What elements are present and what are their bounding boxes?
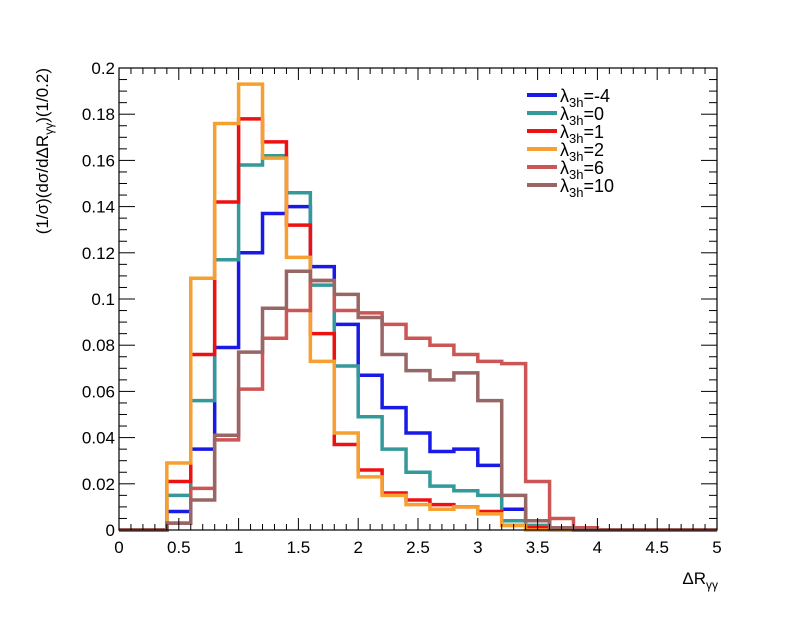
x-tick-label: 4.5 (645, 538, 669, 557)
x-axis-title-sub: γγ (706, 578, 718, 592)
legend-sub: 3h (569, 149, 583, 164)
series-layer (119, 82, 717, 532)
legend-lambda: λ (560, 158, 569, 178)
legend-entry: λ3h=-4 (527, 86, 610, 110)
legend-entry: λ3h=6 (527, 158, 604, 182)
x-tick-label: 5 (712, 538, 721, 557)
y-tick-label: 0.2 (91, 59, 115, 78)
legend-lambda: λ (560, 104, 569, 124)
ticks-layer (118, 67, 718, 531)
x-tick-label: 1 (234, 538, 243, 557)
legend-value: =1 (583, 122, 604, 142)
y-tick-label: 0.02 (82, 475, 115, 494)
legend-lambda: λ (560, 86, 569, 106)
x-tick-label: 1.5 (287, 538, 311, 557)
series-line (119, 154, 717, 532)
y-tick-labels: 0 0.02 0.04 0.06 0.08 0.1 0.12 0.14 0.16 0.18 0.2 (82, 59, 115, 540)
x-tick-label: 3.5 (526, 538, 550, 557)
legend-entry: λ3h=10 (527, 176, 614, 200)
legend-lambda: λ (560, 122, 569, 142)
x-axis-title-main: ΔR (682, 569, 706, 588)
legend-lambda: λ (560, 176, 569, 196)
plot-frame (118, 67, 718, 531)
legend-lambda: λ (560, 140, 569, 160)
y-tick-label: 0.04 (82, 429, 115, 448)
x-tick-label: 2.5 (406, 538, 430, 557)
y-axis-title-part2: )(1/0.2) (33, 68, 52, 123)
y-axis-title-part1: (1/σ)(dσ/dΔR (33, 135, 52, 234)
y-axis-title: (1/σ)(dσ/dΔRγγ)(1/0.2) (33, 68, 56, 234)
series-line (119, 269, 717, 532)
y-axis-title-sub: γγ (42, 123, 56, 135)
x-tick-labels: 0 0.5 1 1.5 2 2.5 3 3.5 4 4.5 5 (114, 538, 721, 557)
legend-entry: λ3h=1 (527, 122, 604, 146)
y-tick-label: 0.18 (82, 105, 115, 124)
y-tick-label: 0 (106, 521, 115, 540)
legend-entry: λ3h=0 (527, 104, 604, 128)
legend-sub: 3h (569, 185, 583, 200)
y-tick-label: 0.08 (82, 336, 115, 355)
series-line (119, 82, 717, 532)
x-tick-label: 2 (353, 538, 362, 557)
legend-value: =-4 (583, 86, 610, 106)
x-axis-title: ΔRγγ (682, 569, 718, 592)
legend-label: λ3h=10 (560, 176, 614, 200)
legend: λ3h=-4 λ3h=0 λ3h=1 λ3h=2 λ3h=6 λ3h=10 (527, 86, 614, 200)
series-line (119, 117, 717, 532)
legend-label: λ3h=1 (560, 122, 604, 146)
legend-sub: 3h (569, 131, 583, 146)
series-line (119, 204, 717, 532)
y-tick-label: 0.06 (82, 382, 115, 401)
y-tick-label: 0.16 (82, 151, 115, 170)
legend-label: λ3h=0 (560, 104, 604, 128)
x-tick-label: 3 (473, 538, 482, 557)
legend-sub: 3h (569, 167, 583, 182)
legend-label: λ3h=2 (560, 140, 604, 164)
y-tick-label: 0.14 (82, 198, 115, 217)
legend-sub: 3h (569, 95, 583, 110)
legend-value: =0 (583, 104, 604, 124)
x-tick-label: 0 (114, 538, 123, 557)
legend-label: λ3h=6 (560, 158, 604, 182)
series-line (119, 278, 717, 532)
x-tick-label: 4 (593, 538, 602, 557)
y-tick-label: 0.12 (82, 244, 115, 263)
x-tick-label: 0.5 (167, 538, 191, 557)
legend-entry: λ3h=2 (527, 140, 604, 164)
legend-value: =2 (583, 140, 604, 160)
legend-value: =6 (583, 158, 604, 178)
legend-sub: 3h (569, 113, 583, 128)
legend-value: =10 (583, 176, 614, 196)
y-tick-label: 0.1 (91, 290, 115, 309)
legend-label: λ3h=-4 (560, 86, 610, 110)
